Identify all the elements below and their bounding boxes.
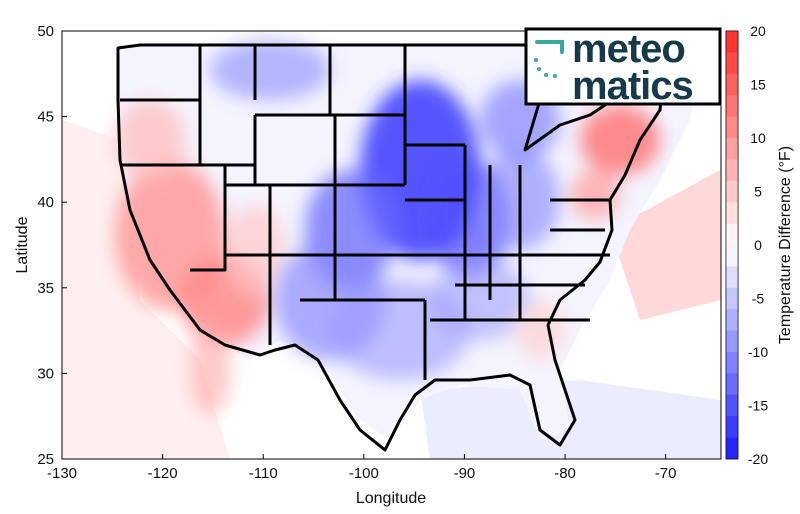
x-tick-label: -70	[655, 465, 677, 482]
colorbar-step	[726, 73, 738, 96]
colorbar-step	[726, 437, 738, 459]
colorbar-tick-label: 5	[754, 184, 762, 200]
state-lines	[120, 45, 610, 380]
y-tick-label: 45	[37, 109, 54, 126]
colorbar-label: Temperature Difference (°F)	[777, 146, 794, 344]
colorbar-step	[726, 287, 738, 310]
pacific-warm-shading	[62, 120, 230, 459]
colorbar-step	[726, 138, 738, 160]
colorbar-step	[726, 116, 738, 138]
colorbar-step	[726, 330, 738, 352]
x-tick-label: -120	[148, 465, 178, 482]
colorbar-step	[726, 352, 738, 374]
y-tick-label: 25	[37, 451, 54, 468]
y-tick-label: 50	[37, 23, 54, 40]
axes-frame	[61, 30, 722, 460]
gulf-cool-shading	[420, 380, 721, 459]
y-tick-label: 40	[37, 194, 54, 211]
x-axis-label: Longitude	[356, 490, 426, 507]
colorbar-step	[726, 202, 738, 224]
colorbar-tick-label: 15	[750, 77, 766, 93]
y-tick-label: 35	[37, 280, 54, 297]
colorbar-step	[726, 223, 738, 245]
logo-line1: meteo	[572, 27, 685, 71]
y-axis: 50 45 40 35 30 25	[37, 23, 67, 468]
colorbar-step	[726, 95, 738, 117]
colorbar-frame	[725, 30, 739, 460]
colorbar-ticks: 20 15 10 5 0 -5 -10 -15 -20	[748, 23, 768, 467]
x-tick-label: -110	[249, 465, 278, 482]
colorbar-step	[726, 159, 738, 181]
colorbar-tick-label: -10	[748, 344, 768, 360]
atlantic-warm-shading	[610, 170, 721, 320]
colorbar-step	[726, 309, 738, 331]
colorbar-tick-label: 0	[754, 237, 762, 253]
logo-line2: matics	[572, 64, 693, 108]
meteomatics-bracket-icon	[534, 40, 564, 78]
colorbar-step	[726, 373, 738, 395]
y-tick-label: 30	[37, 365, 54, 382]
x-axis: -130 -120 -110 -100 -90 -80 -70	[47, 454, 677, 482]
colorbar-step	[726, 416, 738, 438]
colorbar-steps	[725, 30, 739, 460]
colorbar-tick-label: -15	[748, 398, 768, 414]
colorbar-tick-label: 10	[750, 130, 766, 146]
x-tick-label: -80	[554, 465, 576, 482]
colorbar-step	[726, 52, 738, 74]
colorbar-step	[726, 31, 738, 53]
colorbar-tick-label: 20	[750, 23, 766, 39]
colorbar-tick-label: -5	[752, 291, 765, 307]
colorbar-step	[726, 180, 738, 203]
colorbar-step	[726, 245, 738, 267]
colorbar-step	[726, 394, 738, 417]
x-tick-label: -90	[454, 465, 476, 482]
y-axis-label: Latitude	[14, 216, 31, 273]
x-tick-label: -130	[47, 465, 77, 482]
colorbar-tick-label: -20	[748, 451, 768, 467]
x-tick-label: -100	[349, 465, 379, 482]
colorbar-step	[726, 266, 738, 288]
meteomatics-logo: meteo matics	[524, 27, 722, 108]
